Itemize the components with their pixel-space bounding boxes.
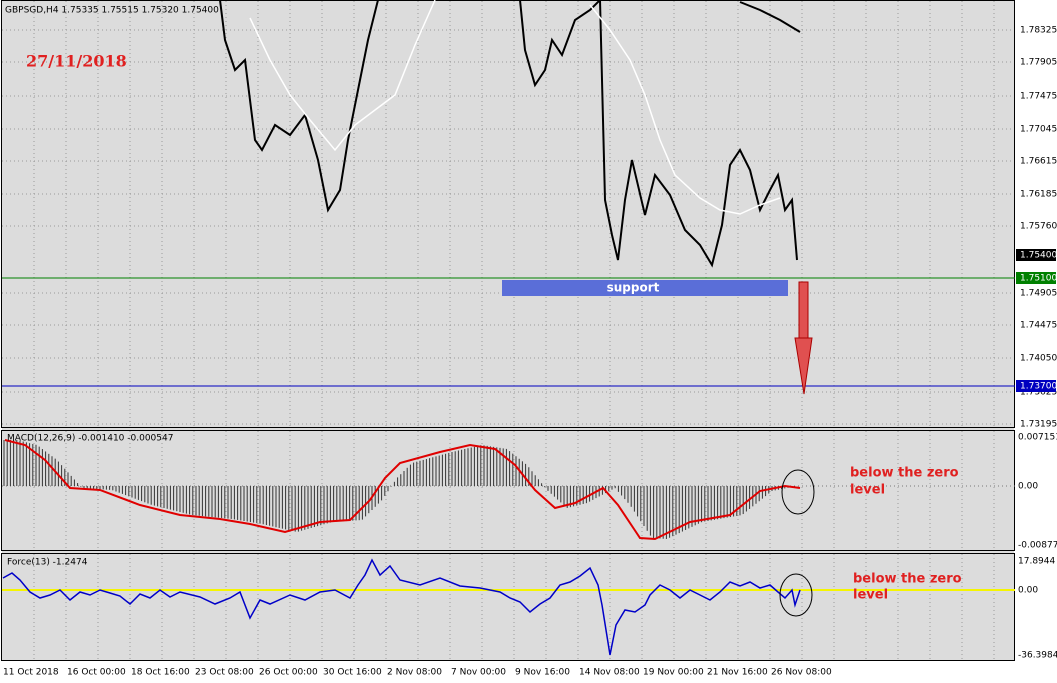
time-axis-label: 21 Nov 16:00 xyxy=(707,668,768,678)
grid xyxy=(2,1,1014,661)
force-line xyxy=(2,558,801,656)
time-axis-label: 30 Oct 16:00 xyxy=(323,668,382,678)
macd-signal xyxy=(4,439,801,541)
time-axis-label: 26 Oct 00:00 xyxy=(259,668,318,678)
price-axis-label: 1.78325 xyxy=(1020,26,1057,36)
date-label: 27/11/2018 xyxy=(26,52,127,71)
force-title: Force(13) -1.2474 xyxy=(7,558,88,568)
time-axis-label: 19 Nov 00:00 xyxy=(643,668,704,678)
force-annotation: level xyxy=(853,588,888,603)
target-price-box xyxy=(1016,380,1056,392)
chart-background xyxy=(2,1,1014,660)
moving-average xyxy=(249,0,436,152)
time-axis-label: 11 Oct 2018 xyxy=(3,668,59,678)
price-axis-label: 1.76185 xyxy=(1020,190,1057,200)
price-axis-label: 1.74475 xyxy=(1020,321,1057,331)
time-axis-label: 14 Nov 08:00 xyxy=(579,668,640,678)
time-axis-label: 2 Nov 08:00 xyxy=(387,668,442,678)
price-axis-label: 1.74905 xyxy=(1020,289,1057,299)
force-axis-label: -36.3984 xyxy=(1018,651,1057,661)
support-price-box xyxy=(1016,272,1056,284)
macd-axis-label: 0.007151 xyxy=(1018,433,1057,443)
macd-panel xyxy=(1,430,1015,551)
moving-average xyxy=(589,4,781,215)
force-panel xyxy=(1,553,1015,661)
support-price: 1.75100 xyxy=(1020,274,1057,284)
main-panel xyxy=(1,0,1015,428)
macd-annotation: below the zero xyxy=(850,466,959,481)
support-zone xyxy=(502,280,788,296)
support-label: support xyxy=(607,281,660,295)
price-line xyxy=(219,0,379,213)
macd-axis-label: -0.008776 xyxy=(1018,541,1057,551)
highlight-circle xyxy=(779,573,813,617)
highlight-circle xyxy=(781,469,815,515)
force-axis-label: 0.00 xyxy=(1018,586,1038,596)
time-axis-label: 18 Oct 16:00 xyxy=(131,668,190,678)
price-axis-label: 1.77905 xyxy=(1020,58,1057,68)
time-axis-label: 7 Nov 00:00 xyxy=(451,668,506,678)
current-price-box xyxy=(1016,249,1056,261)
price-axis-label: 1.73625 xyxy=(1020,388,1057,398)
arrow-head xyxy=(794,337,813,395)
time-axis-label: 16 Oct 00:00 xyxy=(67,668,126,678)
target-price: 1.73700 xyxy=(1020,382,1057,392)
macd-annotation: level xyxy=(850,483,885,498)
force-annotation: below the zero xyxy=(853,572,962,587)
time-axis-label: 9 Nov 16:00 xyxy=(515,668,570,678)
price-axis-label: 1.77475 xyxy=(1020,92,1057,102)
moving-average-slow xyxy=(739,1,801,33)
macd-title: MACD(12,26,9) -0.001410 -0.000547 xyxy=(7,434,173,444)
price-axis-label: 1.75760 xyxy=(1020,222,1057,232)
time-axis-label: 23 Oct 08:00 xyxy=(195,668,254,678)
current-price: 1.75400 xyxy=(1020,251,1057,261)
price-axis-label: 1.73195 xyxy=(1020,420,1057,430)
price-axis-label: 1.77045 xyxy=(1020,125,1057,135)
arrow-shaft xyxy=(798,281,809,339)
force-axis-label: 17.8944 xyxy=(1018,557,1055,567)
price-axis-label: 1.74050 xyxy=(1020,354,1057,364)
macd-histogram xyxy=(3,440,799,539)
symbol-header: GBPSGD,H4 1.75335 1.75515 1.75320 1.7540… xyxy=(5,6,219,16)
price-axis-label: 1.76615 xyxy=(1020,157,1057,167)
price-line xyxy=(519,0,798,268)
time-axis-label: 26 Nov 08:00 xyxy=(771,668,832,678)
macd-axis-label: 0.00 xyxy=(1018,482,1038,492)
